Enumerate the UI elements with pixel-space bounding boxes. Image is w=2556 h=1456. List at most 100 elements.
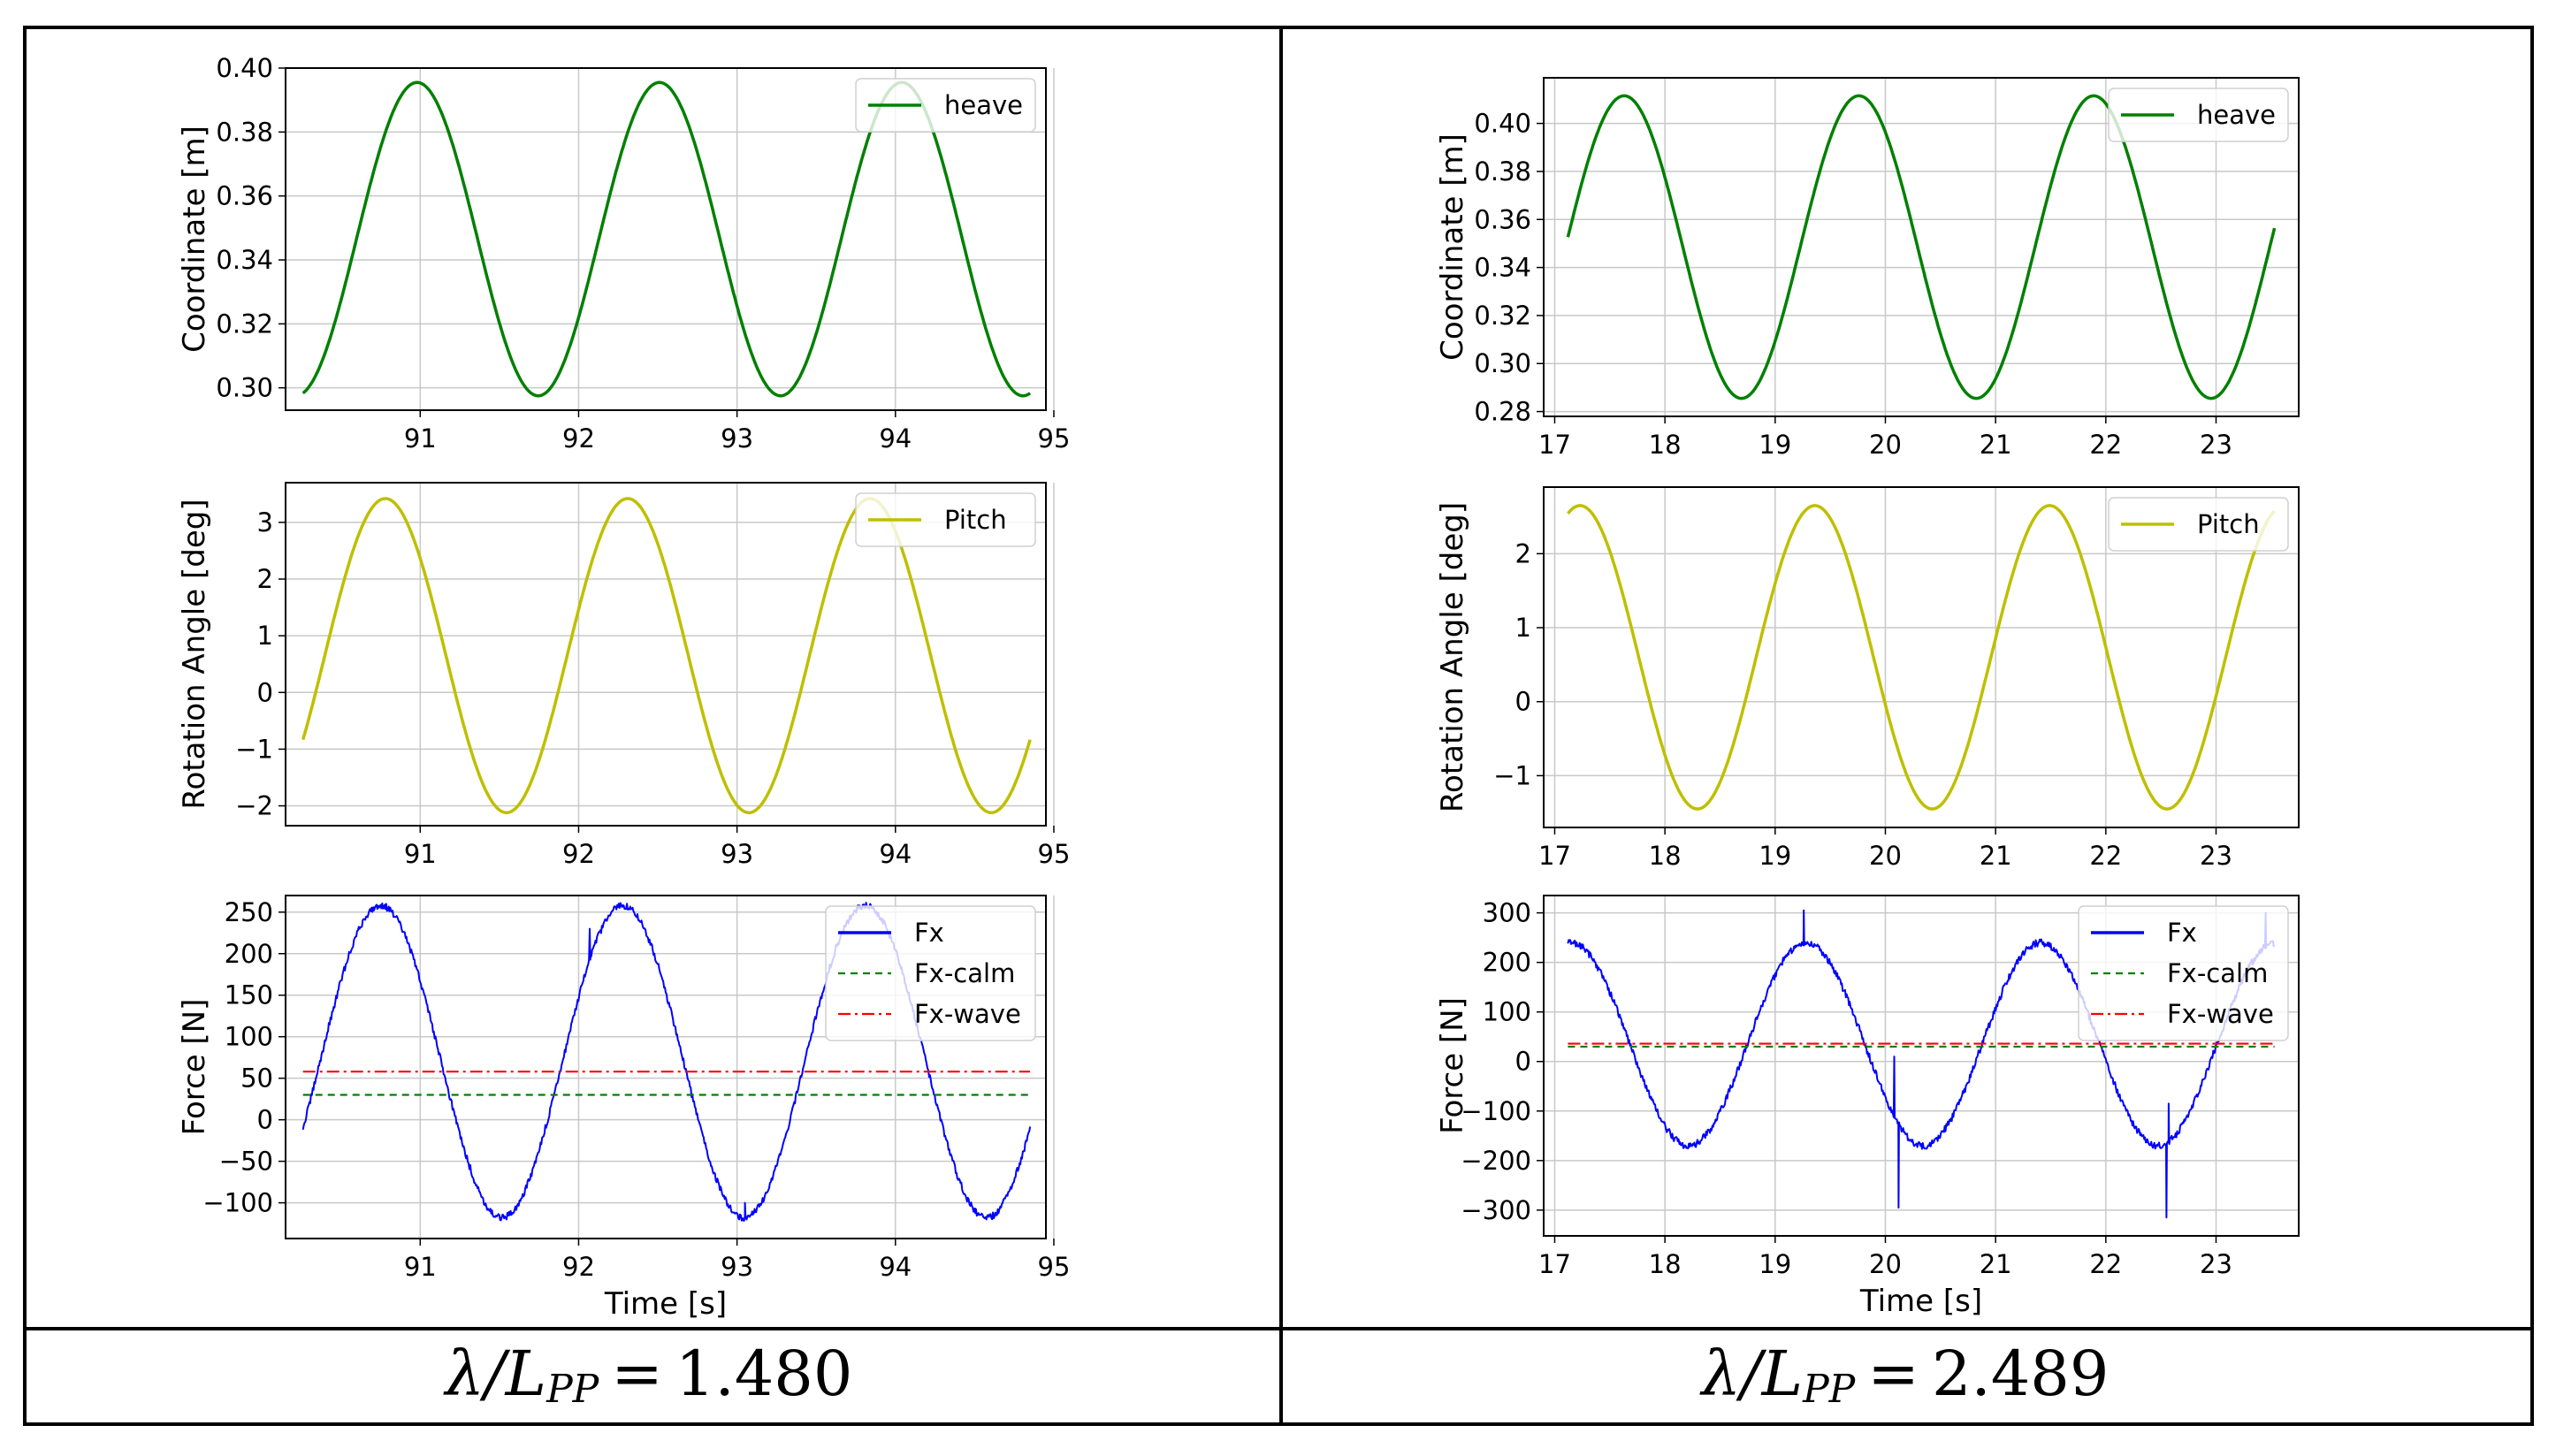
x-tick-label: 95 (1038, 839, 1071, 869)
legend: Fx Fx-calm Fx-wave (2078, 905, 2289, 1041)
x-tick-label: 93 (721, 423, 753, 454)
x-tick-label: 18 (1649, 430, 1682, 460)
legend-label: heave (2197, 100, 2276, 130)
y-axis-label: Force [N] (177, 999, 212, 1136)
caption-left-subscript: PP (546, 1367, 600, 1412)
x-axis-label: Time [s] (1859, 1284, 1982, 1319)
x-tick-label: 92 (562, 839, 595, 869)
legend-label: Fx-calm (914, 958, 1015, 988)
legend: heave (855, 78, 1036, 133)
y-tick-label: 0.34 (1474, 253, 1531, 283)
y-tick-label: 200 (1483, 948, 1531, 978)
x-tick-label: 22 (2089, 841, 2122, 871)
y-axis-label: Coordinate [m] (1435, 133, 1470, 361)
charts: 91 92 93 94 950.300.320.340.360.380.40Coordi… (177, 53, 2300, 1322)
y-tick-label: 0 (1515, 1047, 1531, 1077)
x-tick-label: 17 (1538, 430, 1571, 460)
x-tick-label: 95 (1038, 1252, 1071, 1282)
y-tick-label: −1 (235, 734, 273, 764)
legend-box (855, 492, 1036, 547)
y-tick-label: 0 (257, 677, 273, 707)
legend-label: heave (944, 90, 1023, 120)
y-tick-label: 100 (225, 1022, 273, 1052)
y-tick-label: −50 (219, 1147, 273, 1177)
caption-left-symbol: λ/L (443, 1338, 546, 1410)
caption-right-symbol: λ/L (1699, 1338, 1803, 1410)
y-axis-label: Force [N] (1435, 997, 1470, 1134)
y-tick-label: 0.40 (1474, 109, 1531, 139)
x-tick-label: 94 (879, 839, 912, 869)
legend: Pitch (2108, 497, 2289, 552)
x-tick-label: 92 (562, 1252, 595, 1282)
chart-0-2: 91 92 93 94 95 −100 −50 0 50 100 150 200 250 Force [N… (177, 895, 1071, 1322)
legend-label: Fx-wave (2167, 999, 2274, 1029)
x-tick-label: 91 (404, 423, 437, 454)
x-axis-label: Time [s] (604, 1286, 727, 1322)
series-line-fx (1567, 909, 2276, 1219)
y-tick-label: 1 (1515, 613, 1531, 643)
legend-label: Pitch (944, 505, 1007, 535)
x-tick-label: 21 (1980, 841, 2012, 871)
caption-left-equals: = (611, 1338, 663, 1410)
y-tick-label: 0.38 (1474, 156, 1531, 187)
y-tick-label: 0.34 (216, 245, 273, 275)
caption-right-equals: = (1867, 1338, 1919, 1410)
y-tick-label: 100 (1483, 997, 1531, 1027)
plot-frame (285, 67, 1047, 411)
x-tick-label: 95 (1038, 423, 1071, 454)
y-tick-label: 1 (257, 621, 273, 651)
y-tick-label: 2 (257, 564, 273, 594)
legend-box (825, 905, 1036, 1041)
x-tick-label: 92 (562, 423, 595, 454)
plot-frame (285, 895, 1047, 1239)
legend-label: Pitch (2197, 509, 2260, 539)
plot-frame (1543, 77, 2300, 417)
y-tick-label: 0.38 (216, 117, 273, 147)
x-tick-label: 17 (1538, 841, 1571, 871)
x-tick-label: 23 (2200, 1249, 2232, 1279)
y-tick-label: 0.36 (216, 181, 273, 211)
x-tick-label: 23 (2200, 841, 2232, 871)
x-tick-label: 20 (1869, 430, 1902, 460)
y-tick-label: −200 (1461, 1146, 1531, 1176)
series-line-heave (1566, 94, 2277, 400)
x-tick-label: 20 (1869, 841, 1902, 871)
legend-box (2108, 497, 2289, 552)
legend: Pitch (855, 492, 1036, 547)
y-tick-label: 0.36 (1474, 204, 1531, 234)
plot-frame (1543, 486, 2300, 828)
y-tick-label: 150 (225, 980, 273, 1010)
y-tick-label: 50 (240, 1063, 273, 1094)
x-tick-label: 91 (404, 1252, 437, 1282)
y-tick-label: 0 (257, 1105, 273, 1135)
caption-right-subscript: PP (1802, 1367, 1857, 1412)
legend-label: Fx-wave (914, 999, 1021, 1029)
x-tick-label: 94 (879, 1252, 912, 1282)
y-tick-label: 2 (1515, 538, 1531, 568)
legend-label: Fx (2167, 918, 2197, 948)
x-tick-label: 22 (2089, 430, 2122, 460)
legend-box (2108, 88, 2289, 142)
table-frame (23, 26, 2534, 1426)
plot-frame (285, 482, 1047, 827)
legend: heave (2108, 88, 2289, 142)
y-tick-label: 0 (1515, 687, 1531, 717)
series-line-pitch (301, 497, 1032, 814)
y-tick-label: 200 (225, 939, 273, 969)
x-tick-label: 23 (2200, 430, 2232, 460)
y-tick-label: −2 (235, 791, 273, 821)
x-tick-label: 93 (721, 839, 753, 869)
x-tick-label: 20 (1869, 1249, 1902, 1279)
y-tick-label: 0.32 (1474, 301, 1531, 331)
x-tick-label: 19 (1759, 430, 1791, 460)
x-tick-label: 22 (2089, 1249, 2122, 1279)
x-tick-label: 21 (1980, 1249, 2012, 1279)
y-axis-label: Coordinate [m] (177, 126, 212, 353)
legend-label: Fx-calm (2167, 958, 2268, 988)
y-tick-label: −100 (1461, 1096, 1531, 1126)
legend-label: Fx (914, 918, 944, 948)
x-tick-label: 91 (404, 839, 437, 869)
chart-1-2: 17 18 19 20 21 22 23 −300 −200 −100 0 100 200 300 Forc… (1435, 895, 2300, 1319)
y-tick-label: −1 (1493, 760, 1531, 790)
